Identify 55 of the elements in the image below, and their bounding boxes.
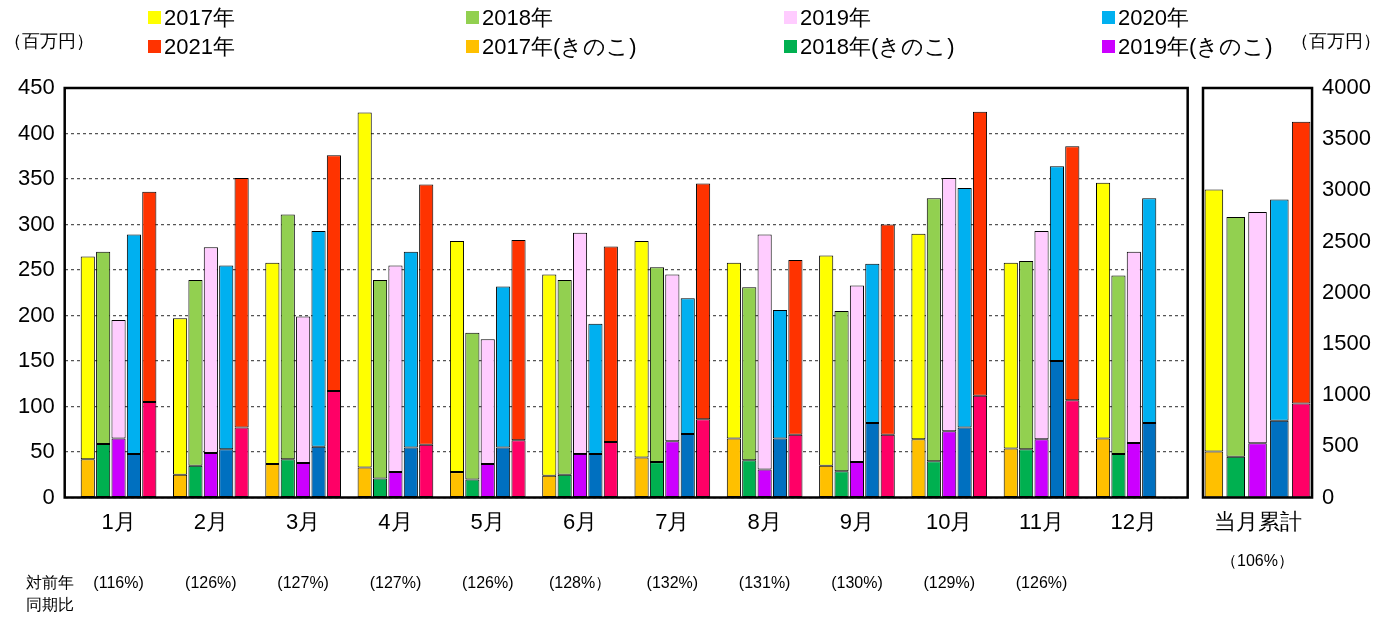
legend-label: 2020年 xyxy=(1118,4,1189,31)
x-tick-label: 当月累計 xyxy=(1213,508,1302,534)
x-tick-label: 7月 xyxy=(655,508,690,534)
text: (126%) xyxy=(185,574,237,592)
y-axis-title: （百万円） xyxy=(1291,30,1381,51)
y-tick-label: 500 xyxy=(1322,432,1359,458)
x-tick-label: 1月 xyxy=(101,508,136,534)
text: (131%) xyxy=(738,574,791,592)
y-tick-label: 3500 xyxy=(1322,125,1372,151)
y-tick-label: 450 xyxy=(17,74,55,100)
x-tick-label: 9月 xyxy=(839,508,875,534)
y-tick-label: 250 xyxy=(17,256,55,282)
legend-label: 2018年 xyxy=(482,4,553,31)
y-tick-label: 0 xyxy=(42,483,55,509)
text: (126%) xyxy=(461,574,514,592)
y-axis-title: （百万円） xyxy=(4,30,94,51)
text: （106%） xyxy=(1221,552,1294,570)
y-tick-label: 2500 xyxy=(1322,227,1372,253)
x-tick-label: 4月 xyxy=(378,508,413,534)
legend-label: 2019年 xyxy=(800,4,871,31)
text: (116%) xyxy=(93,574,144,592)
text: 対前年同期比 xyxy=(26,573,74,615)
legend-label: 2018年(きのこ) xyxy=(800,33,955,60)
text: (127%) xyxy=(277,574,329,592)
x-tick-label: 5月 xyxy=(470,508,505,534)
y-tick-label: 200 xyxy=(17,301,55,327)
legend-label: 2019年(きのこ) xyxy=(1118,33,1273,60)
y-tick-label: 100 xyxy=(17,392,55,418)
text: (127%) xyxy=(369,574,422,592)
y-tick-label: 50 xyxy=(30,438,55,464)
text: (130%) xyxy=(831,574,883,592)
x-tick-label: 11月 xyxy=(1019,508,1064,534)
text: (132%) xyxy=(646,574,699,592)
x-tick-label: 8月 xyxy=(747,508,782,534)
y-tick-label: 3000 xyxy=(1322,176,1372,202)
y-tick-label: 350 xyxy=(17,165,55,191)
x-tick-label: 2月 xyxy=(193,508,228,534)
y-tick-label: 150 xyxy=(17,347,55,373)
x-tick-label: 6月 xyxy=(562,508,598,534)
y-tick-label: 400 xyxy=(17,119,55,145)
text: (128%） xyxy=(548,574,612,592)
text: (126%) xyxy=(1015,574,1068,592)
legend-label: 2021年 xyxy=(164,33,235,60)
y-tick-label: 300 xyxy=(17,210,55,236)
legend-label: 2017年 xyxy=(164,4,235,31)
x-tick-label: 12月 xyxy=(1110,508,1158,534)
legend-label: 2017年(きのこ) xyxy=(482,33,637,60)
y-tick-label: 2000 xyxy=(1322,278,1372,304)
y-tick-label: 1500 xyxy=(1322,330,1372,356)
text: (129%) xyxy=(923,574,976,592)
x-tick-label: 10月 xyxy=(926,508,973,534)
y-tick-label: 4000 xyxy=(1322,74,1372,100)
y-tick-label: 0 xyxy=(1322,483,1335,509)
y-tick-label: 1000 xyxy=(1322,381,1372,407)
x-tick-label: 3月 xyxy=(286,508,321,534)
